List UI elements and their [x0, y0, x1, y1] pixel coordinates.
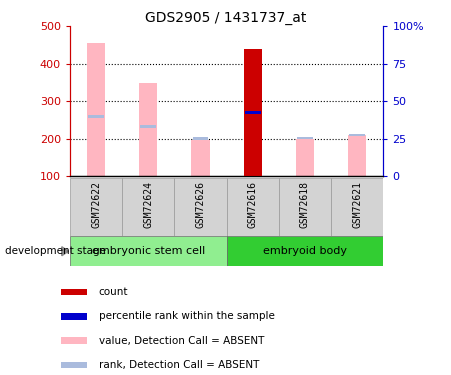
Bar [226, 178, 279, 236]
Bar [87, 43, 105, 176]
Bar [141, 125, 156, 128]
Text: GSM72616: GSM72616 [248, 181, 258, 228]
Bar [226, 236, 383, 266]
Bar [70, 236, 226, 266]
Text: GSM72618: GSM72618 [300, 181, 310, 228]
Bar [244, 49, 262, 176]
Bar [139, 83, 157, 176]
Bar [331, 178, 383, 236]
Bar [70, 178, 122, 236]
Bar [348, 135, 366, 176]
Bar [61, 313, 87, 320]
Text: percentile rank within the sample: percentile rank within the sample [99, 311, 275, 321]
Bar [88, 115, 104, 118]
Text: GSM72621: GSM72621 [352, 181, 362, 228]
Text: value, Detection Call = ABSENT: value, Detection Call = ABSENT [99, 336, 264, 346]
Bar [297, 137, 313, 140]
Text: GSM72626: GSM72626 [195, 181, 206, 228]
Bar [122, 178, 175, 236]
Text: count: count [99, 287, 128, 297]
Bar [61, 289, 87, 295]
Text: development stage: development stage [5, 246, 106, 256]
Bar [279, 178, 331, 236]
Text: embryonic stem cell: embryonic stem cell [92, 246, 205, 256]
Bar [245, 111, 261, 114]
Text: rank, Detection Call = ABSENT: rank, Detection Call = ABSENT [99, 360, 259, 370]
Bar [296, 139, 314, 176]
Text: GSM72622: GSM72622 [91, 181, 101, 228]
Text: GDS2905 / 1431737_at: GDS2905 / 1431737_at [145, 11, 306, 25]
Bar [61, 337, 87, 344]
Bar [191, 140, 210, 176]
Text: GSM72624: GSM72624 [143, 181, 153, 228]
Bar [175, 178, 226, 236]
Text: embryoid body: embryoid body [263, 246, 347, 256]
Bar [61, 362, 87, 368]
Bar [193, 138, 208, 140]
Polygon shape [62, 247, 69, 256]
Bar [245, 113, 261, 116]
Bar [350, 134, 365, 136]
